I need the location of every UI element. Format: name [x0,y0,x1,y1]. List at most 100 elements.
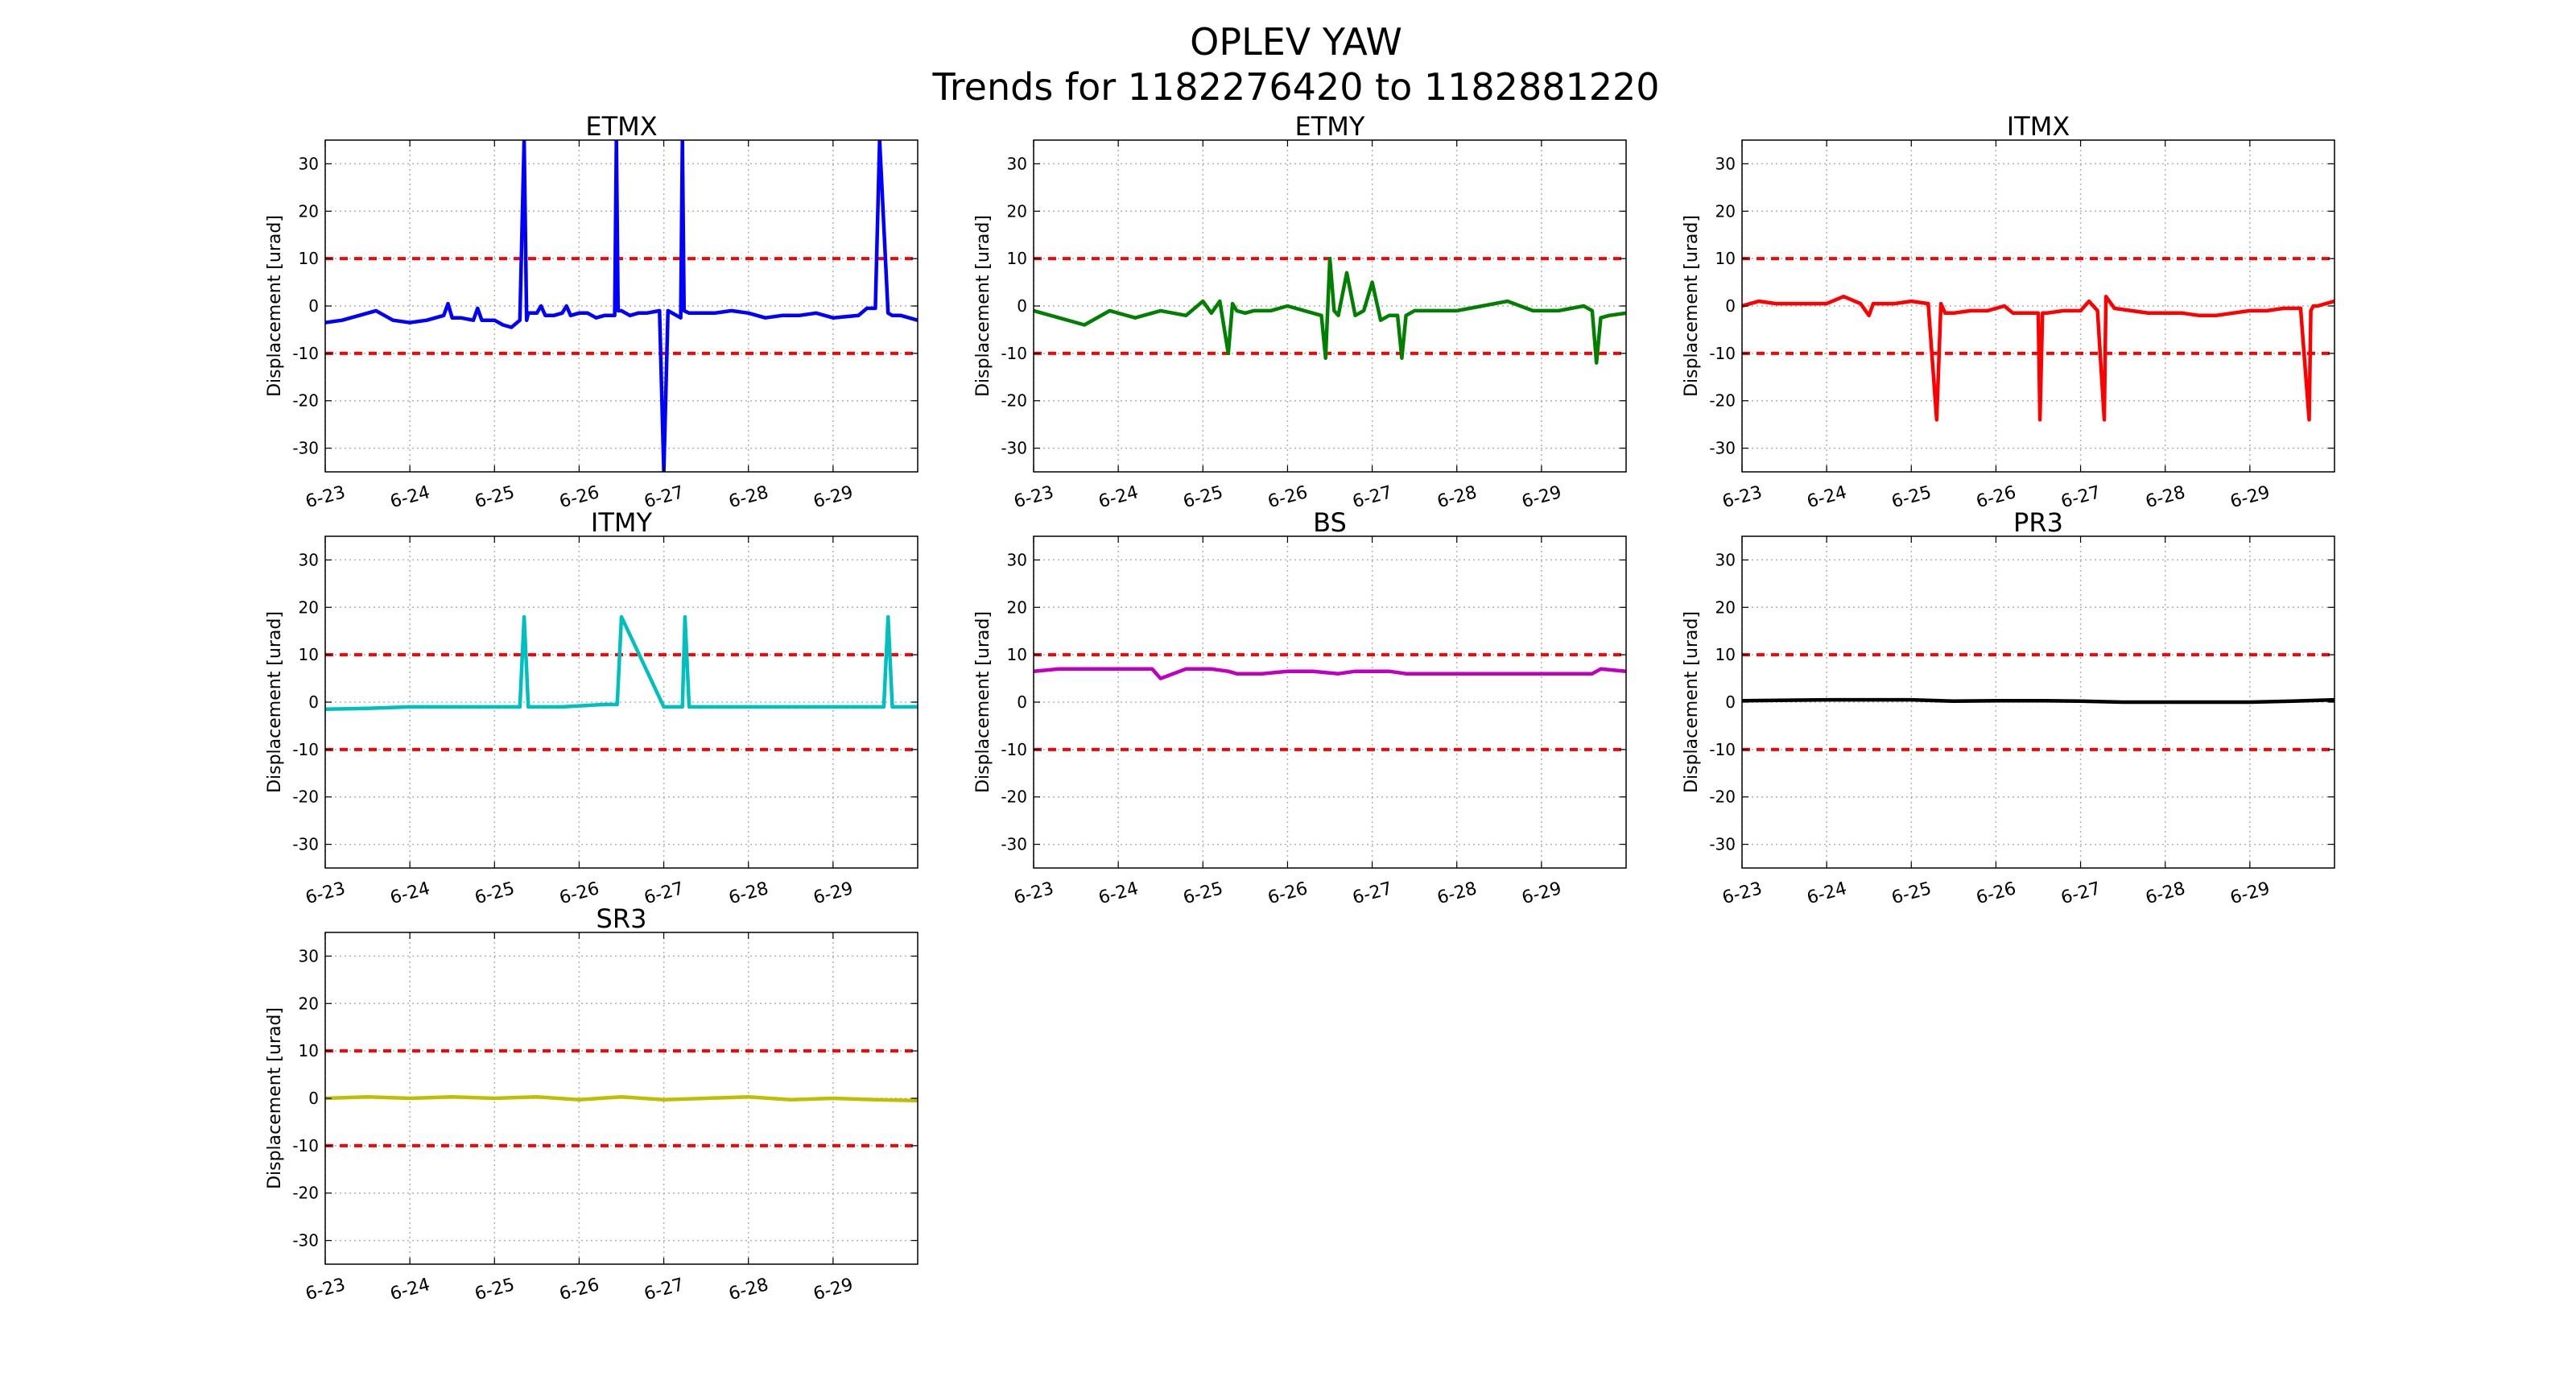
x-tick-label: 6-26 [557,878,601,908]
x-tick-label: 6-23 [1720,878,1765,908]
y-tick-label: -20 [1709,391,1736,411]
x-tick-label: 6-29 [2228,878,2273,908]
x-tick-label: 6-26 [1974,482,2018,512]
x-tick-label: 6-28 [727,1275,771,1304]
x-tick-label: 6-25 [473,1275,517,1304]
y-tick-label: -10 [1001,740,1027,759]
panel-title: ITMX [2007,111,2070,142]
x-tick-label: 6-29 [811,1275,856,1304]
x-tick-label: 6-24 [388,482,432,512]
x-tick-label: 6-29 [811,482,856,512]
series-line-pr3 [1742,697,2334,705]
x-tick-label: 6-24 [388,1275,432,1304]
y-tick-label: 0 [1017,692,1027,712]
y-tick-label: -20 [292,787,319,807]
x-tick-label: 6-28 [727,482,771,512]
x-tick-label: 6-23 [1720,482,1765,512]
y-axis-label: Displacement [urad] [265,1007,285,1189]
y-tick-label: 30 [299,946,319,965]
y-tick-label: 0 [1725,692,1736,712]
x-tick-label: 6-27 [642,878,687,908]
y-tick-label: -10 [1709,344,1736,363]
x-tick-label: 6-23 [303,1275,348,1304]
x-tick-label: 6-29 [1520,482,1564,512]
y-tick-label: 20 [299,597,319,617]
x-tick-label: 6-23 [1012,482,1056,512]
y-tick-label: 20 [1715,201,1736,221]
x-tick-label: 6-27 [2059,482,2103,512]
x-tick-label: 6-25 [1181,878,1225,908]
y-tick-label: 10 [299,1041,319,1060]
y-tick-label: -20 [1001,787,1027,807]
y-tick-label: -30 [1001,835,1027,854]
y-tick-label: 0 [308,296,319,316]
y-tick-label: 0 [308,1089,319,1108]
y-tick-label: -10 [292,740,319,759]
x-tick-label: 6-26 [557,1275,601,1304]
y-axis-label: Displacement [urad] [265,611,285,793]
panel-bs: 30 20 10 0 -10 -20 -30 6-23 6-24 6-25 6-26 6-27 6-28… [973,507,1627,908]
series-line-bs [1034,667,1626,680]
y-tick-label: 20 [1715,597,1736,617]
x-tick-label: 6-27 [642,1275,687,1304]
y-tick-label: 30 [1007,154,1027,173]
x-tick-label: 6-28 [2144,482,2188,512]
y-axis-label: Displacement [urad] [265,215,285,397]
y-tick-label: 20 [1007,201,1027,221]
x-tick-label: 6-29 [811,878,856,908]
y-tick-label: -30 [1709,439,1736,458]
y-tick-label: -30 [1001,439,1027,458]
panel-etmy: 30 20 10 0 -10 -20 -30 6-23 6-24 6-25 6-26 6-27 6-28… [973,111,1627,512]
y-tick-label: 20 [299,201,319,221]
series-line-itmx [1742,294,2334,422]
y-tick-label: -30 [1709,835,1736,854]
y-tick-label: 10 [1715,249,1736,268]
x-tick-label: 6-25 [473,878,517,908]
x-tick-label: 6-29 [2228,482,2273,512]
x-tick-label: 6-27 [2059,878,2103,908]
y-tick-label: -30 [292,1231,319,1250]
series-line-etmy [1034,256,1626,365]
y-tick-label: 10 [299,645,319,664]
y-tick-label: 30 [1715,154,1736,173]
x-tick-label: 6-24 [1096,482,1141,512]
y-tick-label: -20 [292,1184,319,1203]
x-tick-label: 6-24 [1805,482,1849,512]
y-tick-label: 0 [308,692,319,712]
y-tick-label: -10 [292,1136,319,1155]
y-tick-label: -10 [292,344,319,363]
y-tick-label: -30 [292,835,319,854]
y-tick-label: -20 [1001,391,1027,411]
y-tick-label: -30 [292,439,319,458]
figure-title: OPLEV YAW [1190,20,1402,64]
x-tick-label: 6-25 [1889,482,1934,512]
x-tick-label: 6-25 [1181,482,1225,512]
y-tick-label: -20 [1709,787,1736,807]
x-tick-label: 6-26 [1265,482,1310,512]
panel-title: ETMY [1295,111,1365,142]
x-tick-label: 6-26 [1265,878,1310,908]
y-tick-label: 30 [299,550,319,569]
y-tick-label: -20 [292,391,319,411]
y-tick-label: -10 [1709,740,1736,759]
x-tick-label: 6-24 [1096,878,1141,908]
y-tick-label: 0 [1725,296,1736,316]
y-tick-label: 30 [299,154,319,173]
figure-title-block: OPLEV YAW Trends for 1182276420 to 11828… [0,19,2576,110]
x-tick-label: 6-24 [388,878,432,908]
series-line-itmy [325,614,918,712]
series-line-etmx [325,140,918,472]
x-tick-label: 6-23 [1012,878,1056,908]
y-axis-label: Displacement [urad] [1682,215,1702,397]
panel-title: PR3 [2013,507,2063,538]
y-axis-label: Displacement [urad] [973,215,993,397]
x-tick-label: 6-28 [727,878,771,908]
x-tick-label: 6-23 [303,878,348,908]
x-tick-label: 6-27 [1351,878,1395,908]
x-tick-label: 6-29 [1520,878,1564,908]
y-tick-label: 0 [1017,296,1027,316]
x-tick-label: 6-23 [303,482,348,512]
x-tick-label: 6-25 [1889,878,1934,908]
y-axis-label: Displacement [urad] [1682,611,1702,793]
